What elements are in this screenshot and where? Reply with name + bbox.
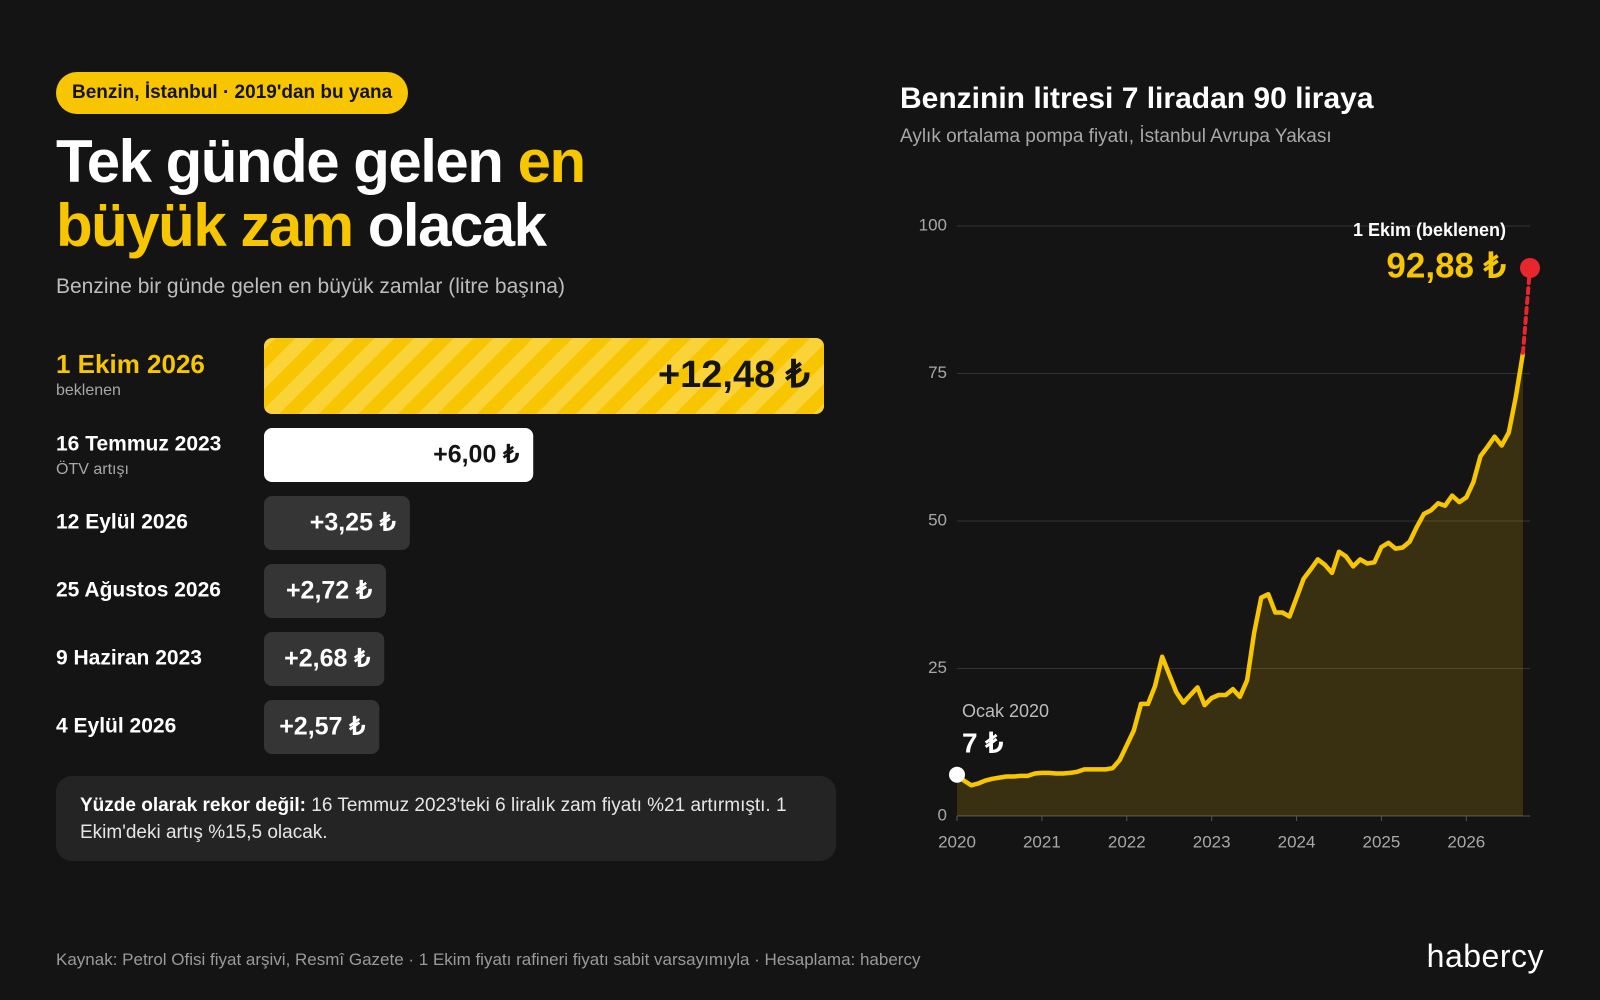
- headline-part: Tek günde gelen: [56, 128, 504, 195]
- x-tick-label: 2020: [938, 832, 976, 851]
- area: [957, 352, 1523, 816]
- headline: Tek günde gelen en büyük zam olacak: [56, 130, 816, 258]
- source: Kaynak: Petrol Ofisi fiyat arşivi, Resmî…: [56, 950, 921, 969]
- projection-date: 1 Ekim (beklenen): [1353, 220, 1506, 240]
- category-label: 4 Eylül 2026: [56, 715, 176, 738]
- headline-part: olacak: [367, 192, 547, 259]
- x-tick-label: 2025: [1363, 832, 1401, 851]
- chart-title: Benzinin litresi 7 liradan 90 liraya: [900, 82, 1374, 115]
- category-label: 1 Ekim 2026: [56, 349, 205, 379]
- category-label: 25 Ağustos 2026: [56, 579, 221, 602]
- x-tick-label: 2021: [1023, 832, 1061, 851]
- projection-line: [1520, 266, 1532, 355]
- headline-part: en: [517, 128, 587, 195]
- y-tick-label: 0: [938, 805, 947, 824]
- note-box: Yüzde olarak rekor değil: 16 Temmuz 2023…: [56, 776, 836, 861]
- bar: [264, 564, 387, 618]
- line: [955, 352, 1526, 788]
- bar-value-label: +12,48 ₺: [658, 354, 810, 396]
- y-tick-label: 100: [919, 215, 947, 234]
- bar-value-label: +2,57 ₺: [279, 713, 365, 741]
- start-label: Ocak 2020: [962, 701, 1049, 721]
- projection-dot: [1520, 258, 1540, 279]
- bar: [264, 700, 380, 754]
- y-tick-label: 25: [928, 658, 947, 677]
- x-tick-label: 2026: [1447, 832, 1485, 851]
- category-label: 9 Haziran 2023: [56, 647, 202, 670]
- headline-part: büyük zam: [56, 192, 354, 259]
- y-tick-label: 75: [928, 363, 947, 382]
- bar-value-label: +6,00 ₺: [433, 441, 519, 469]
- tag-pill: Benzin, İstanbul · 2019'dan bu yana: [56, 72, 409, 114]
- note-text: 16 Temmuz 2023'teki 6 liralık zam fiyatı…: [80, 795, 787, 843]
- start-dot: [949, 766, 965, 783]
- note-bold: Yüzde olarak rekor değil:: [80, 795, 306, 816]
- category-sublabel: ÖTV artışı: [56, 460, 129, 478]
- category-label: 16 Temmuz 2023: [56, 433, 221, 456]
- projection-value: 92,88 ₺: [1386, 246, 1506, 285]
- bar: [264, 496, 410, 550]
- bar-value-label: +2,72 ₺: [286, 577, 372, 605]
- chart-subtitle: Aylık ortalama pompa fiyatı, İstanbul Av…: [900, 126, 1332, 147]
- start-value: 7 ₺: [962, 727, 1003, 758]
- x-tick-label: 2024: [1278, 832, 1316, 851]
- logo: habercy: [1426, 938, 1544, 974]
- category-sublabel: beklenen: [56, 382, 121, 399]
- bar-value-label: +3,25 ₺: [310, 509, 396, 537]
- bar: [264, 632, 385, 686]
- bar-value-label: +2,68 ₺: [284, 645, 370, 673]
- bar-stripes: [264, 338, 824, 414]
- category-label: 12 Eylül 2026: [56, 511, 188, 534]
- y-tick-label: 50: [928, 510, 947, 529]
- bar: [264, 428, 534, 482]
- x-tick-label: 2023: [1193, 832, 1231, 851]
- x-tick-label: 2022: [1108, 832, 1146, 851]
- subtitle: Benzine bir günde gelen en büyük zamlar …: [56, 275, 565, 298]
